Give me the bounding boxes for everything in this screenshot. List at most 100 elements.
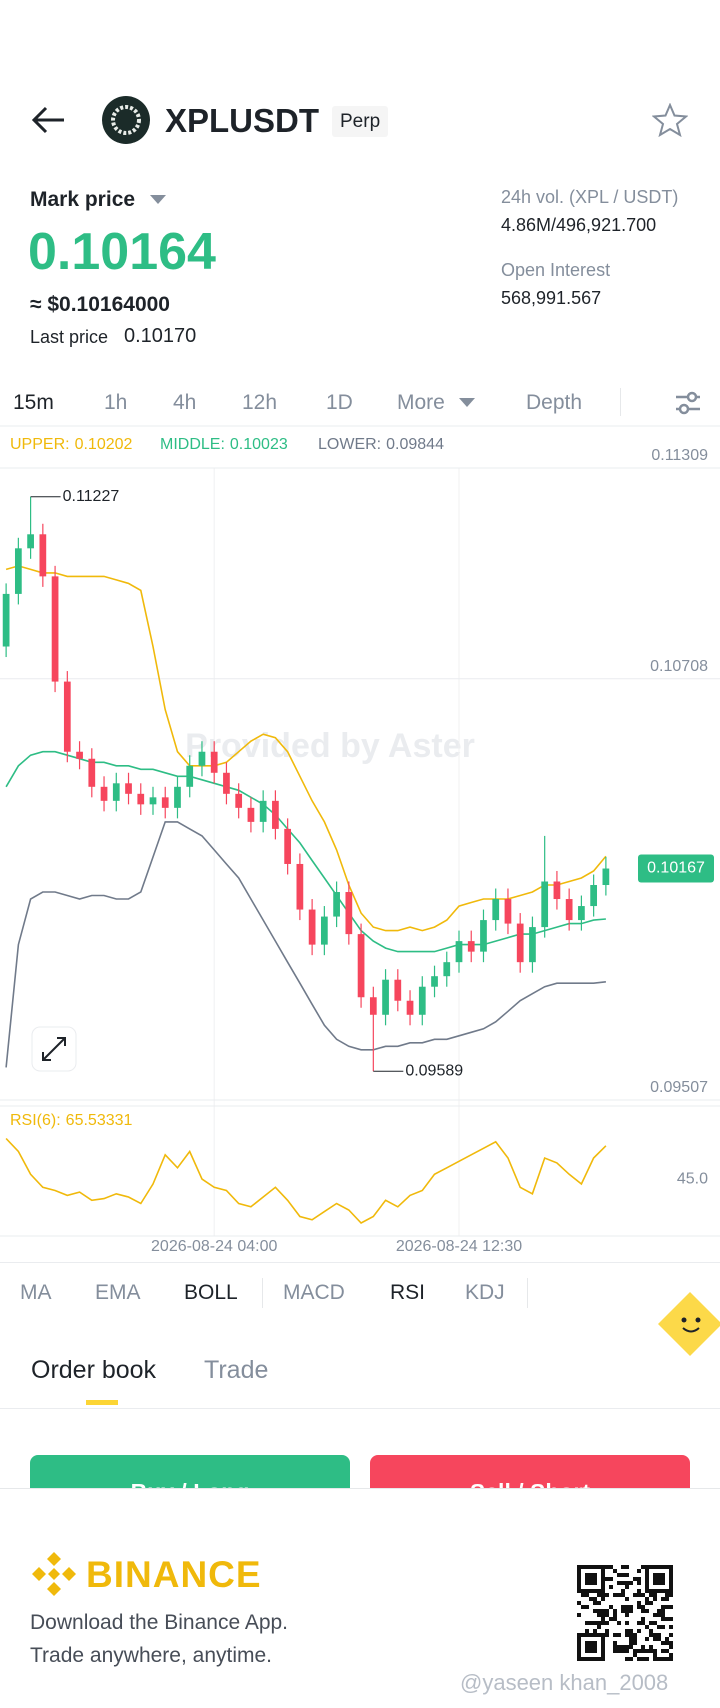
qr-cell: [629, 1581, 633, 1585]
qr-cell: [601, 1613, 605, 1617]
qr-cell: [629, 1605, 633, 1609]
qr-cell: [629, 1641, 633, 1645]
interval-tab[interactable]: 12h: [242, 391, 278, 414]
qr-cell: [593, 1601, 597, 1605]
candle-body: [161, 797, 169, 808]
qr-cell: [641, 1645, 645, 1649]
qr-cell: [665, 1617, 669, 1621]
price-tag-label: 0.10167: [647, 860, 705, 877]
back-arrow[interactable]: [30, 106, 66, 134]
qr-cell: [581, 1593, 585, 1597]
qr-cell: [665, 1593, 669, 1597]
candle-body: [602, 868, 610, 886]
qr-cell: [613, 1633, 617, 1637]
qr-cell: [609, 1565, 613, 1569]
qr-cell: [633, 1637, 637, 1641]
brand-logo: [32, 1552, 76, 1596]
band-line: [5, 821, 606, 1068]
candle-body: [467, 941, 475, 952]
qr-cell: [625, 1609, 629, 1613]
qr-cell: [605, 1609, 609, 1613]
legend-entry: LOWER: 0.09844: [318, 436, 444, 453]
qr-cell: [669, 1625, 673, 1629]
qr-cell: [629, 1637, 633, 1641]
qr-cell: [661, 1641, 665, 1645]
qr-cell: [613, 1613, 617, 1617]
depth-tab[interactable]: Depth: [526, 391, 583, 414]
indicator-tab[interactable]: BOLL: [184, 1281, 238, 1304]
qr-cell: [661, 1609, 665, 1613]
section-tab[interactable]: Order book: [31, 1356, 157, 1384]
candle-body: [357, 934, 365, 998]
qr-cell: [625, 1605, 629, 1609]
indicator-tab[interactable]: MACD: [283, 1281, 345, 1304]
settings-icon[interactable]: [674, 389, 702, 417]
qr-cell: [585, 1573, 597, 1585]
section-tab[interactable]: Trade: [204, 1356, 269, 1384]
qr-cell: [657, 1633, 661, 1637]
legend-value: 0.09844: [386, 436, 444, 453]
qr-cell: [625, 1613, 629, 1617]
qr-cell: [617, 1593, 621, 1597]
interval-tab[interactable]: More: [397, 391, 445, 414]
qr-cell: [657, 1609, 661, 1613]
assistant-badge[interactable]: [652, 1290, 720, 1360]
candle-body: [492, 899, 500, 921]
indicator-tab[interactable]: EMA: [95, 1281, 141, 1304]
qr-cell: [645, 1609, 649, 1613]
divider: [262, 1278, 263, 1308]
candle-body: [63, 681, 71, 752]
qr-cell: [669, 1657, 673, 1661]
qr-cell: [585, 1593, 589, 1597]
qr-cell: [665, 1657, 669, 1661]
qr-cell: [621, 1593, 625, 1597]
legend-entry: UPPER: 0.10202: [10, 436, 133, 453]
indicator-tab[interactable]: KDJ: [465, 1281, 505, 1304]
legend-name: UPPER:: [10, 436, 70, 453]
qr-cell: [669, 1645, 673, 1649]
qr-cell: [597, 1625, 601, 1629]
qr-cell: [593, 1609, 597, 1613]
favorite-star[interactable]: [652, 103, 688, 137]
qr-cell: [605, 1621, 609, 1625]
qr-cell: [637, 1569, 641, 1573]
qr-cell: [665, 1637, 669, 1641]
qr-cell: [645, 1649, 649, 1653]
qr-cell: [625, 1585, 629, 1589]
interval-tab[interactable]: 1h: [104, 391, 128, 414]
qr-cell: [577, 1613, 581, 1617]
separator: [0, 1262, 720, 1263]
extreme-label: 0.09589: [405, 1062, 463, 1079]
qr-cell: [669, 1593, 673, 1597]
candle-body: [51, 576, 59, 682]
mark-price-label[interactable]: Mark price: [30, 188, 136, 211]
qr-cell: [629, 1645, 633, 1649]
qr-cell: [665, 1641, 669, 1645]
qr-cell: [597, 1609, 601, 1613]
y-tick-label: 0.10708: [650, 658, 708, 675]
qr-cell: [585, 1605, 589, 1609]
divider: [620, 388, 621, 416]
watermark: @yaseen khan_2008: [460, 1670, 669, 1695]
candle-body: [382, 979, 389, 1015]
legend-name: LOWER:: [318, 436, 381, 453]
qr-cell: [641, 1617, 645, 1621]
interval-tab[interactable]: 1D: [326, 391, 353, 414]
interval-tab[interactable]: 4h: [173, 391, 197, 414]
expand-button[interactable]: [31, 1026, 77, 1072]
indicator-tab[interactable]: MA: [20, 1281, 52, 1304]
indicator-tab[interactable]: RSI: [390, 1281, 426, 1304]
qr-cell: [637, 1629, 641, 1633]
qr-cell: [609, 1617, 613, 1621]
interval-tab[interactable]: 15m: [13, 391, 54, 414]
qr-cell: [649, 1593, 653, 1597]
qr-cell: [637, 1577, 641, 1581]
qr-cell: [645, 1637, 649, 1641]
qr-cell: [653, 1653, 657, 1657]
watermark: Provided by Aster: [185, 727, 475, 765]
qr-cell: [641, 1609, 645, 1613]
qr-cell: [617, 1581, 621, 1585]
qr-cell: [649, 1649, 653, 1653]
qr-cell: [593, 1597, 597, 1601]
